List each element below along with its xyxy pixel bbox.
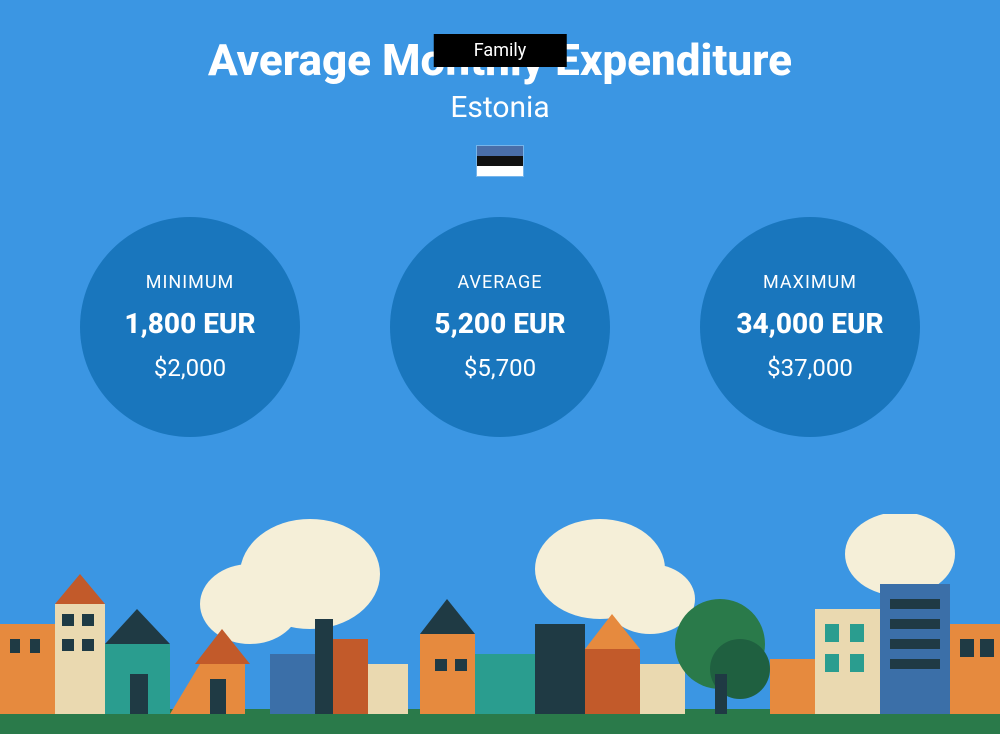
flag-stripe-top (477, 146, 523, 156)
stat-maximum: MAXIMUM 34,000 EUR $37,000 (700, 217, 920, 437)
stat-primary-value: 5,200 EUR (434, 307, 565, 340)
stat-secondary-value: $2,000 (154, 354, 226, 382)
stat-primary-value: 1,800 EUR (124, 307, 255, 340)
country-subtitle: Estonia (0, 90, 1000, 125)
cityscape-illustration (0, 514, 1000, 734)
stat-label: MINIMUM (146, 272, 234, 293)
flag-stripe-middle (477, 156, 523, 166)
stat-secondary-value: $37,000 (767, 354, 853, 382)
stat-label: MAXIMUM (763, 272, 857, 293)
stat-secondary-value: $5,700 (464, 354, 536, 382)
stat-primary-value: 34,000 EUR (736, 307, 883, 340)
country-flag (476, 145, 524, 177)
stat-minimum: MINIMUM 1,800 EUR $2,000 (80, 217, 300, 437)
category-badge: Family (434, 34, 567, 67)
flag-stripe-bottom (477, 166, 523, 176)
stat-label: AVERAGE (458, 272, 543, 293)
stats-row: MINIMUM 1,800 EUR $2,000 AVERAGE 5,200 E… (0, 217, 1000, 437)
stat-average: AVERAGE 5,200 EUR $5,700 (390, 217, 610, 437)
